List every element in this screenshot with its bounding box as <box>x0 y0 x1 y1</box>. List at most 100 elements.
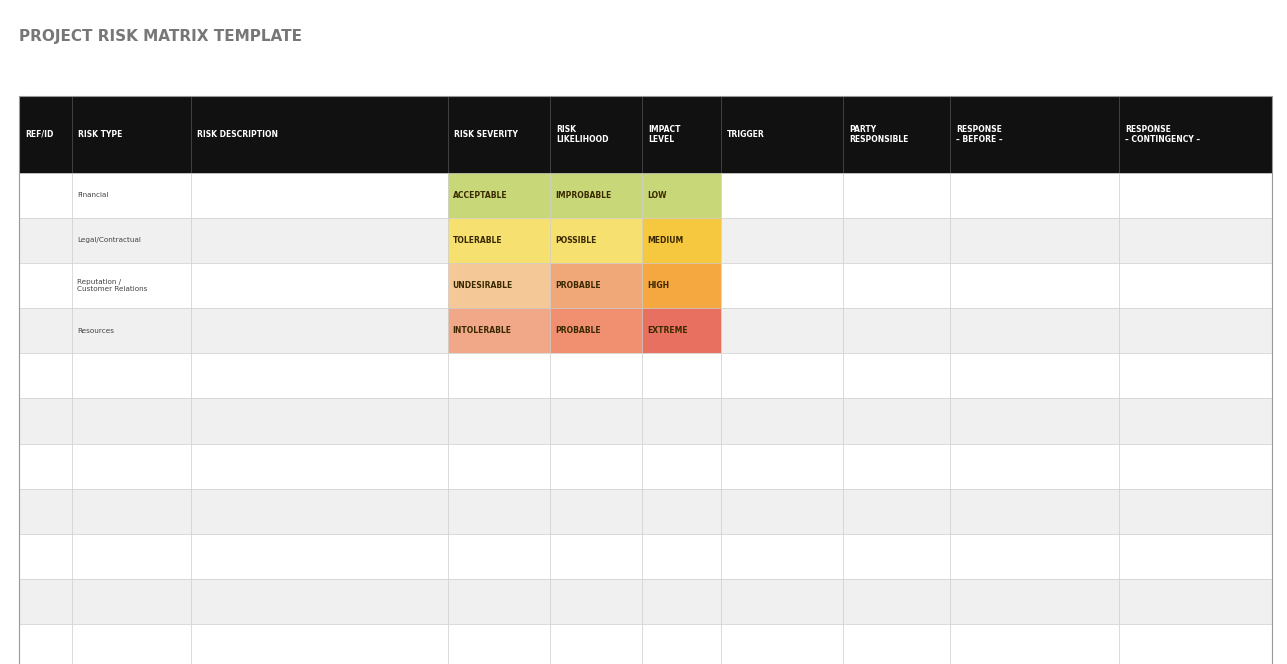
Bar <box>642 624 721 664</box>
Bar <box>551 96 642 173</box>
Bar <box>190 624 448 664</box>
Bar <box>950 398 1118 444</box>
Bar <box>843 218 950 263</box>
Bar <box>19 96 72 173</box>
Text: REF/ID: REF/ID <box>26 130 54 139</box>
Bar <box>642 308 721 353</box>
Text: RISK TYPE: RISK TYPE <box>79 130 122 139</box>
Bar <box>72 398 190 444</box>
Bar <box>843 579 950 624</box>
Bar <box>642 218 721 263</box>
Bar <box>642 263 721 308</box>
Bar <box>642 579 721 624</box>
Bar <box>721 173 843 218</box>
Text: RISK DESCRIPTION: RISK DESCRIPTION <box>197 130 278 139</box>
Bar <box>843 96 950 173</box>
Text: Reputation /
Customer Relations: Reputation / Customer Relations <box>77 279 148 292</box>
Bar <box>448 353 551 398</box>
Text: Legal/Contractual: Legal/Contractual <box>77 237 140 244</box>
Bar <box>950 263 1118 308</box>
Bar <box>1118 579 1272 624</box>
Bar <box>843 263 950 308</box>
Bar <box>551 308 642 353</box>
Bar <box>448 534 551 579</box>
Bar <box>843 534 950 579</box>
Bar <box>721 444 843 489</box>
Bar <box>950 96 1118 173</box>
Text: PROJECT RISK MATRIX TEMPLATE: PROJECT RISK MATRIX TEMPLATE <box>19 29 302 44</box>
Text: IMPROBABLE: IMPROBABLE <box>556 191 611 200</box>
Bar <box>843 173 950 218</box>
Bar <box>721 96 843 173</box>
Bar <box>721 579 843 624</box>
Bar <box>448 96 551 173</box>
Bar <box>190 263 448 308</box>
Bar <box>190 398 448 444</box>
Bar <box>721 263 843 308</box>
Text: Financial: Financial <box>77 192 108 199</box>
Bar <box>1118 444 1272 489</box>
Bar <box>642 489 721 534</box>
Bar <box>1118 173 1272 218</box>
Bar <box>190 353 448 398</box>
Bar <box>190 96 448 173</box>
Bar <box>721 534 843 579</box>
Bar <box>190 308 448 353</box>
Bar <box>843 624 950 664</box>
Bar <box>72 353 190 398</box>
Text: RISK
LIKELIHOOD: RISK LIKELIHOOD <box>557 125 609 144</box>
Text: LOW: LOW <box>647 191 667 200</box>
Text: INTOLERABLE: INTOLERABLE <box>453 326 512 335</box>
Bar <box>19 308 72 353</box>
Bar <box>551 534 642 579</box>
Bar <box>551 173 642 218</box>
Bar <box>72 534 190 579</box>
Bar <box>72 579 190 624</box>
Bar <box>721 489 843 534</box>
Bar <box>72 489 190 534</box>
Bar <box>19 398 72 444</box>
Bar <box>721 218 843 263</box>
Bar <box>950 444 1118 489</box>
Bar <box>448 489 551 534</box>
Bar <box>448 308 551 353</box>
Bar <box>72 173 190 218</box>
Bar <box>721 398 843 444</box>
Bar <box>551 579 642 624</box>
Bar <box>448 398 551 444</box>
Bar <box>1118 398 1272 444</box>
Bar <box>448 444 551 489</box>
Bar <box>843 489 950 534</box>
Bar <box>642 398 721 444</box>
Bar <box>843 308 950 353</box>
Text: RESPONSE
– CONTINGENCY –: RESPONSE – CONTINGENCY – <box>1125 125 1201 144</box>
Bar <box>551 218 642 263</box>
Bar <box>551 263 642 308</box>
Bar <box>190 173 448 218</box>
Bar <box>950 579 1118 624</box>
Bar <box>19 444 72 489</box>
Bar <box>1118 534 1272 579</box>
Bar <box>72 444 190 489</box>
Bar <box>950 353 1118 398</box>
Text: UNDESIRABLE: UNDESIRABLE <box>453 281 514 290</box>
Bar <box>19 534 72 579</box>
Text: TRIGGER: TRIGGER <box>727 130 764 139</box>
Text: PARTY
RESPONSIBLE: PARTY RESPONSIBLE <box>849 125 909 144</box>
Bar <box>19 353 72 398</box>
Bar <box>950 173 1118 218</box>
Text: RESPONSE
– BEFORE –: RESPONSE – BEFORE – <box>956 125 1003 144</box>
Bar <box>72 308 190 353</box>
Bar <box>843 398 950 444</box>
Text: MEDIUM: MEDIUM <box>647 236 683 245</box>
Bar <box>19 263 72 308</box>
Bar <box>551 624 642 664</box>
Bar <box>1118 96 1272 173</box>
Bar <box>448 263 551 308</box>
Bar <box>642 173 721 218</box>
Bar <box>448 624 551 664</box>
Bar <box>950 534 1118 579</box>
Bar <box>190 489 448 534</box>
Bar <box>551 398 642 444</box>
Text: HIGH: HIGH <box>647 281 669 290</box>
